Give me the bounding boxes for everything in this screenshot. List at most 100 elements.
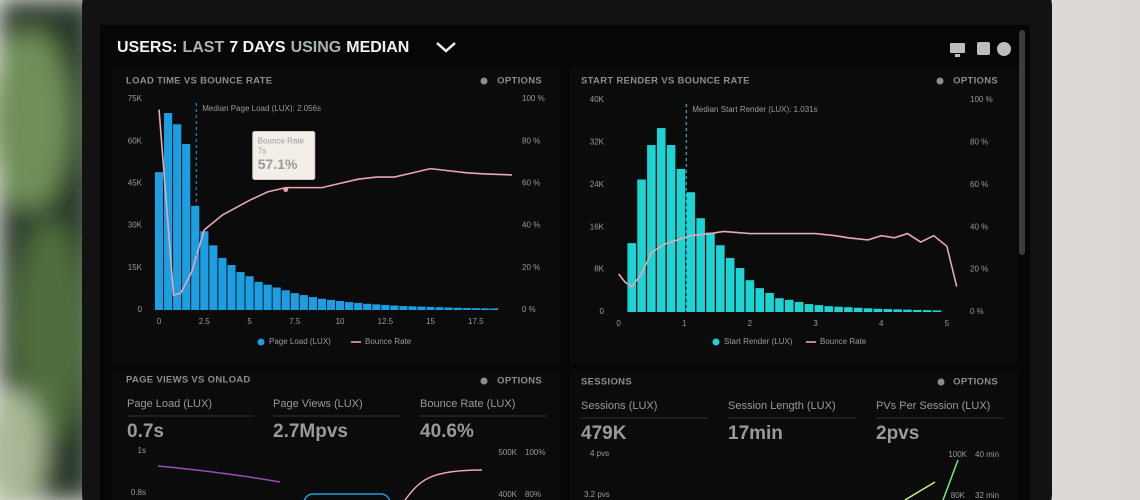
bar xyxy=(844,307,853,312)
title-part: 7 DAYS xyxy=(229,39,286,56)
bar xyxy=(408,306,417,310)
kpi-value: 479K xyxy=(581,423,627,444)
y-tick-label: 24K xyxy=(590,180,605,189)
kpi-value: 0.7s xyxy=(127,421,164,442)
bar xyxy=(426,306,435,310)
options-button[interactable]: OPTIONS xyxy=(497,376,542,387)
bar xyxy=(363,303,372,310)
tooltip-title: Bounce Rate xyxy=(258,137,305,146)
bar xyxy=(706,232,715,312)
bar xyxy=(164,113,173,310)
bar xyxy=(317,298,327,310)
y2-tick-label: 20 % xyxy=(522,263,540,272)
legend-label[interactable]: Page Load (LUX) xyxy=(269,337,331,346)
bar xyxy=(804,304,814,312)
kpi-label: PVs Per Session (LUX) xyxy=(876,400,990,412)
icon-help[interactable] xyxy=(997,42,1011,56)
options-button[interactable]: OPTIONS xyxy=(497,76,542,87)
bar xyxy=(154,172,164,310)
y2-tick-label: 40 % xyxy=(970,222,988,231)
x-tick-label: 5 xyxy=(945,319,950,328)
bar xyxy=(326,299,336,310)
bar xyxy=(345,302,354,310)
y-tick-label: 60K xyxy=(128,136,143,145)
x-tick-label: 0 xyxy=(616,319,621,328)
x-tick-label: 2 xyxy=(748,319,753,328)
legend-swatch xyxy=(257,338,265,346)
y2-tick-label: 0 % xyxy=(970,307,984,316)
bar xyxy=(932,310,942,312)
bar xyxy=(399,306,408,310)
kpi-value: 2.7Mpvs xyxy=(273,421,348,442)
bar xyxy=(853,307,863,312)
bar xyxy=(785,299,794,312)
tooltip-value: 57.1% xyxy=(258,156,298,172)
panel-title: SESSIONS xyxy=(581,377,632,388)
bar xyxy=(814,305,824,312)
y-tick-label: 40K xyxy=(590,95,605,104)
bar xyxy=(735,268,745,312)
bar xyxy=(335,300,345,310)
legend-label[interactable]: Bounce Rate xyxy=(365,337,412,346)
bar xyxy=(903,309,912,312)
y-tick-label: 1s xyxy=(138,446,146,455)
bar xyxy=(696,218,705,312)
options-button[interactable]: OPTIONS xyxy=(953,76,998,87)
x-tick-label: 2.5 xyxy=(199,317,211,326)
bar xyxy=(637,179,646,312)
legend-label[interactable]: Start Render (LUX) xyxy=(724,337,793,346)
kpi-value: 40.6% xyxy=(420,421,474,442)
trend-line xyxy=(303,493,391,500)
options-button[interactable]: OPTIONS xyxy=(953,377,998,388)
dropdown-chevron[interactable] xyxy=(436,42,456,53)
bar xyxy=(834,306,843,312)
y2-tick-label: 100 % xyxy=(970,95,993,104)
y-tick-label: 15K xyxy=(128,263,143,272)
bar xyxy=(281,290,290,310)
x-tick-label: 10 xyxy=(336,317,345,326)
y-tick-label: 100K xyxy=(948,450,967,459)
bar xyxy=(236,272,245,310)
y-tick-label: 16K xyxy=(590,222,605,231)
bar xyxy=(435,307,444,310)
icon-monitor[interactable] xyxy=(950,43,965,53)
gear-icon xyxy=(480,77,488,85)
bar xyxy=(218,257,227,310)
bar xyxy=(444,307,453,310)
bar xyxy=(716,245,725,312)
bar xyxy=(893,309,902,312)
title-part: USERS: xyxy=(117,39,177,56)
bar xyxy=(922,310,932,312)
y-tick-label: 32K xyxy=(590,138,605,147)
y2-tick-label: 60 % xyxy=(970,180,988,189)
kpi-label: Bounce Rate (LUX) xyxy=(420,398,515,410)
bar xyxy=(390,305,399,310)
gear-icon xyxy=(936,77,944,85)
legend-label[interactable]: Bounce Rate xyxy=(820,337,867,346)
y2-tick-label: 0 % xyxy=(522,305,536,314)
bar xyxy=(200,231,209,310)
trend-line xyxy=(404,469,483,500)
bottom-panel: SESSIONS OPTIONS Sessions (LUX) Session … xyxy=(581,377,1003,500)
y-tick-label: 45K xyxy=(128,179,143,188)
y-tick-label: 0.8s xyxy=(131,488,146,497)
bar xyxy=(794,301,804,312)
icon-share[interactable] xyxy=(977,42,990,55)
bar xyxy=(381,304,390,310)
y2-tick-label: 80 % xyxy=(522,136,540,145)
bar xyxy=(676,168,686,312)
x-tick-label: 7.5 xyxy=(289,317,301,326)
y-tick-label: 75K xyxy=(128,94,143,103)
bar xyxy=(209,245,218,310)
bar xyxy=(627,243,636,312)
toolbar-icons xyxy=(950,42,1011,57)
y-tick-label: 40 min xyxy=(975,450,999,459)
annotation: Median Start Render (LUX): 1.031s xyxy=(692,105,817,114)
bar xyxy=(308,297,317,310)
bar xyxy=(656,128,666,312)
bar xyxy=(299,295,308,310)
dashboard-title: USERS: LAST 7 DAYS USING MEDIAN xyxy=(117,39,409,56)
scrollbar[interactable] xyxy=(1019,30,1025,255)
x-tick-label: 17.5 xyxy=(468,317,484,326)
